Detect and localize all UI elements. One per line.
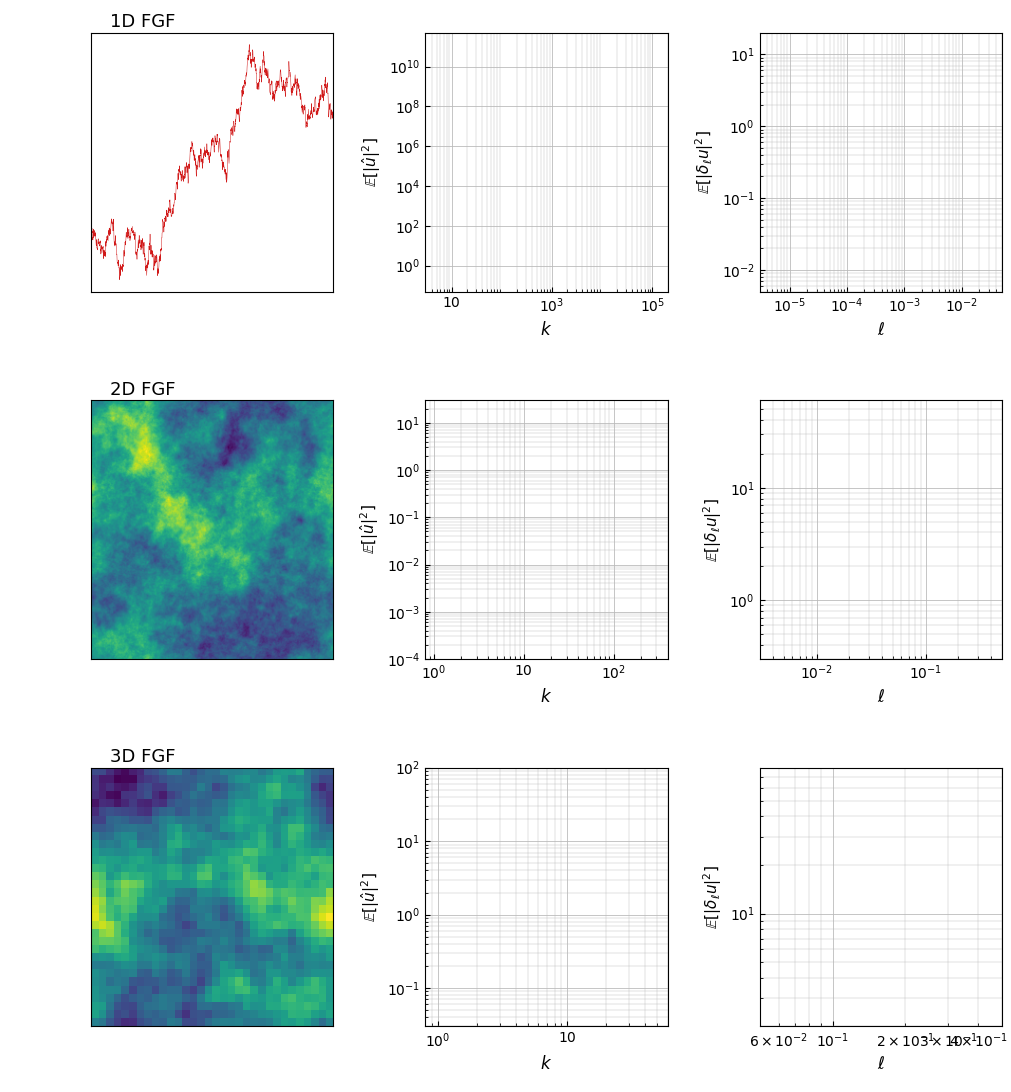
X-axis label: $\ell$: $\ell$ xyxy=(876,688,884,707)
Y-axis label: $\mathbb{E}[|\hat{u}|^2]$: $\mathbb{E}[|\hat{u}|^2]$ xyxy=(358,505,381,555)
Text: 1D FGF: 1D FGF xyxy=(110,13,176,32)
Text: 2D FGF: 2D FGF xyxy=(110,381,176,399)
X-axis label: $k$: $k$ xyxy=(540,1056,552,1073)
Y-axis label: $\mathbb{E}[|\delta_\ell u|^2]$: $\mathbb{E}[|\delta_\ell u|^2]$ xyxy=(693,130,716,194)
X-axis label: $k$: $k$ xyxy=(540,688,552,707)
X-axis label: $k$: $k$ xyxy=(540,321,552,339)
Text: 3D FGF: 3D FGF xyxy=(110,748,176,767)
Y-axis label: $\mathbb{E}[|\delta_\ell u|^2]$: $\mathbb{E}[|\delta_\ell u|^2]$ xyxy=(701,865,724,929)
X-axis label: $\ell$: $\ell$ xyxy=(876,1056,884,1073)
Y-axis label: $\mathbb{E}[|\hat{u}|^2]$: $\mathbb{E}[|\hat{u}|^2]$ xyxy=(360,138,383,187)
Y-axis label: $\mathbb{E}[|\hat{u}|^2]$: $\mathbb{E}[|\hat{u}|^2]$ xyxy=(359,873,381,922)
X-axis label: $\ell$: $\ell$ xyxy=(876,321,884,339)
Y-axis label: $\mathbb{E}[|\delta_\ell u|^2]$: $\mathbb{E}[|\delta_\ell u|^2]$ xyxy=(701,498,723,561)
